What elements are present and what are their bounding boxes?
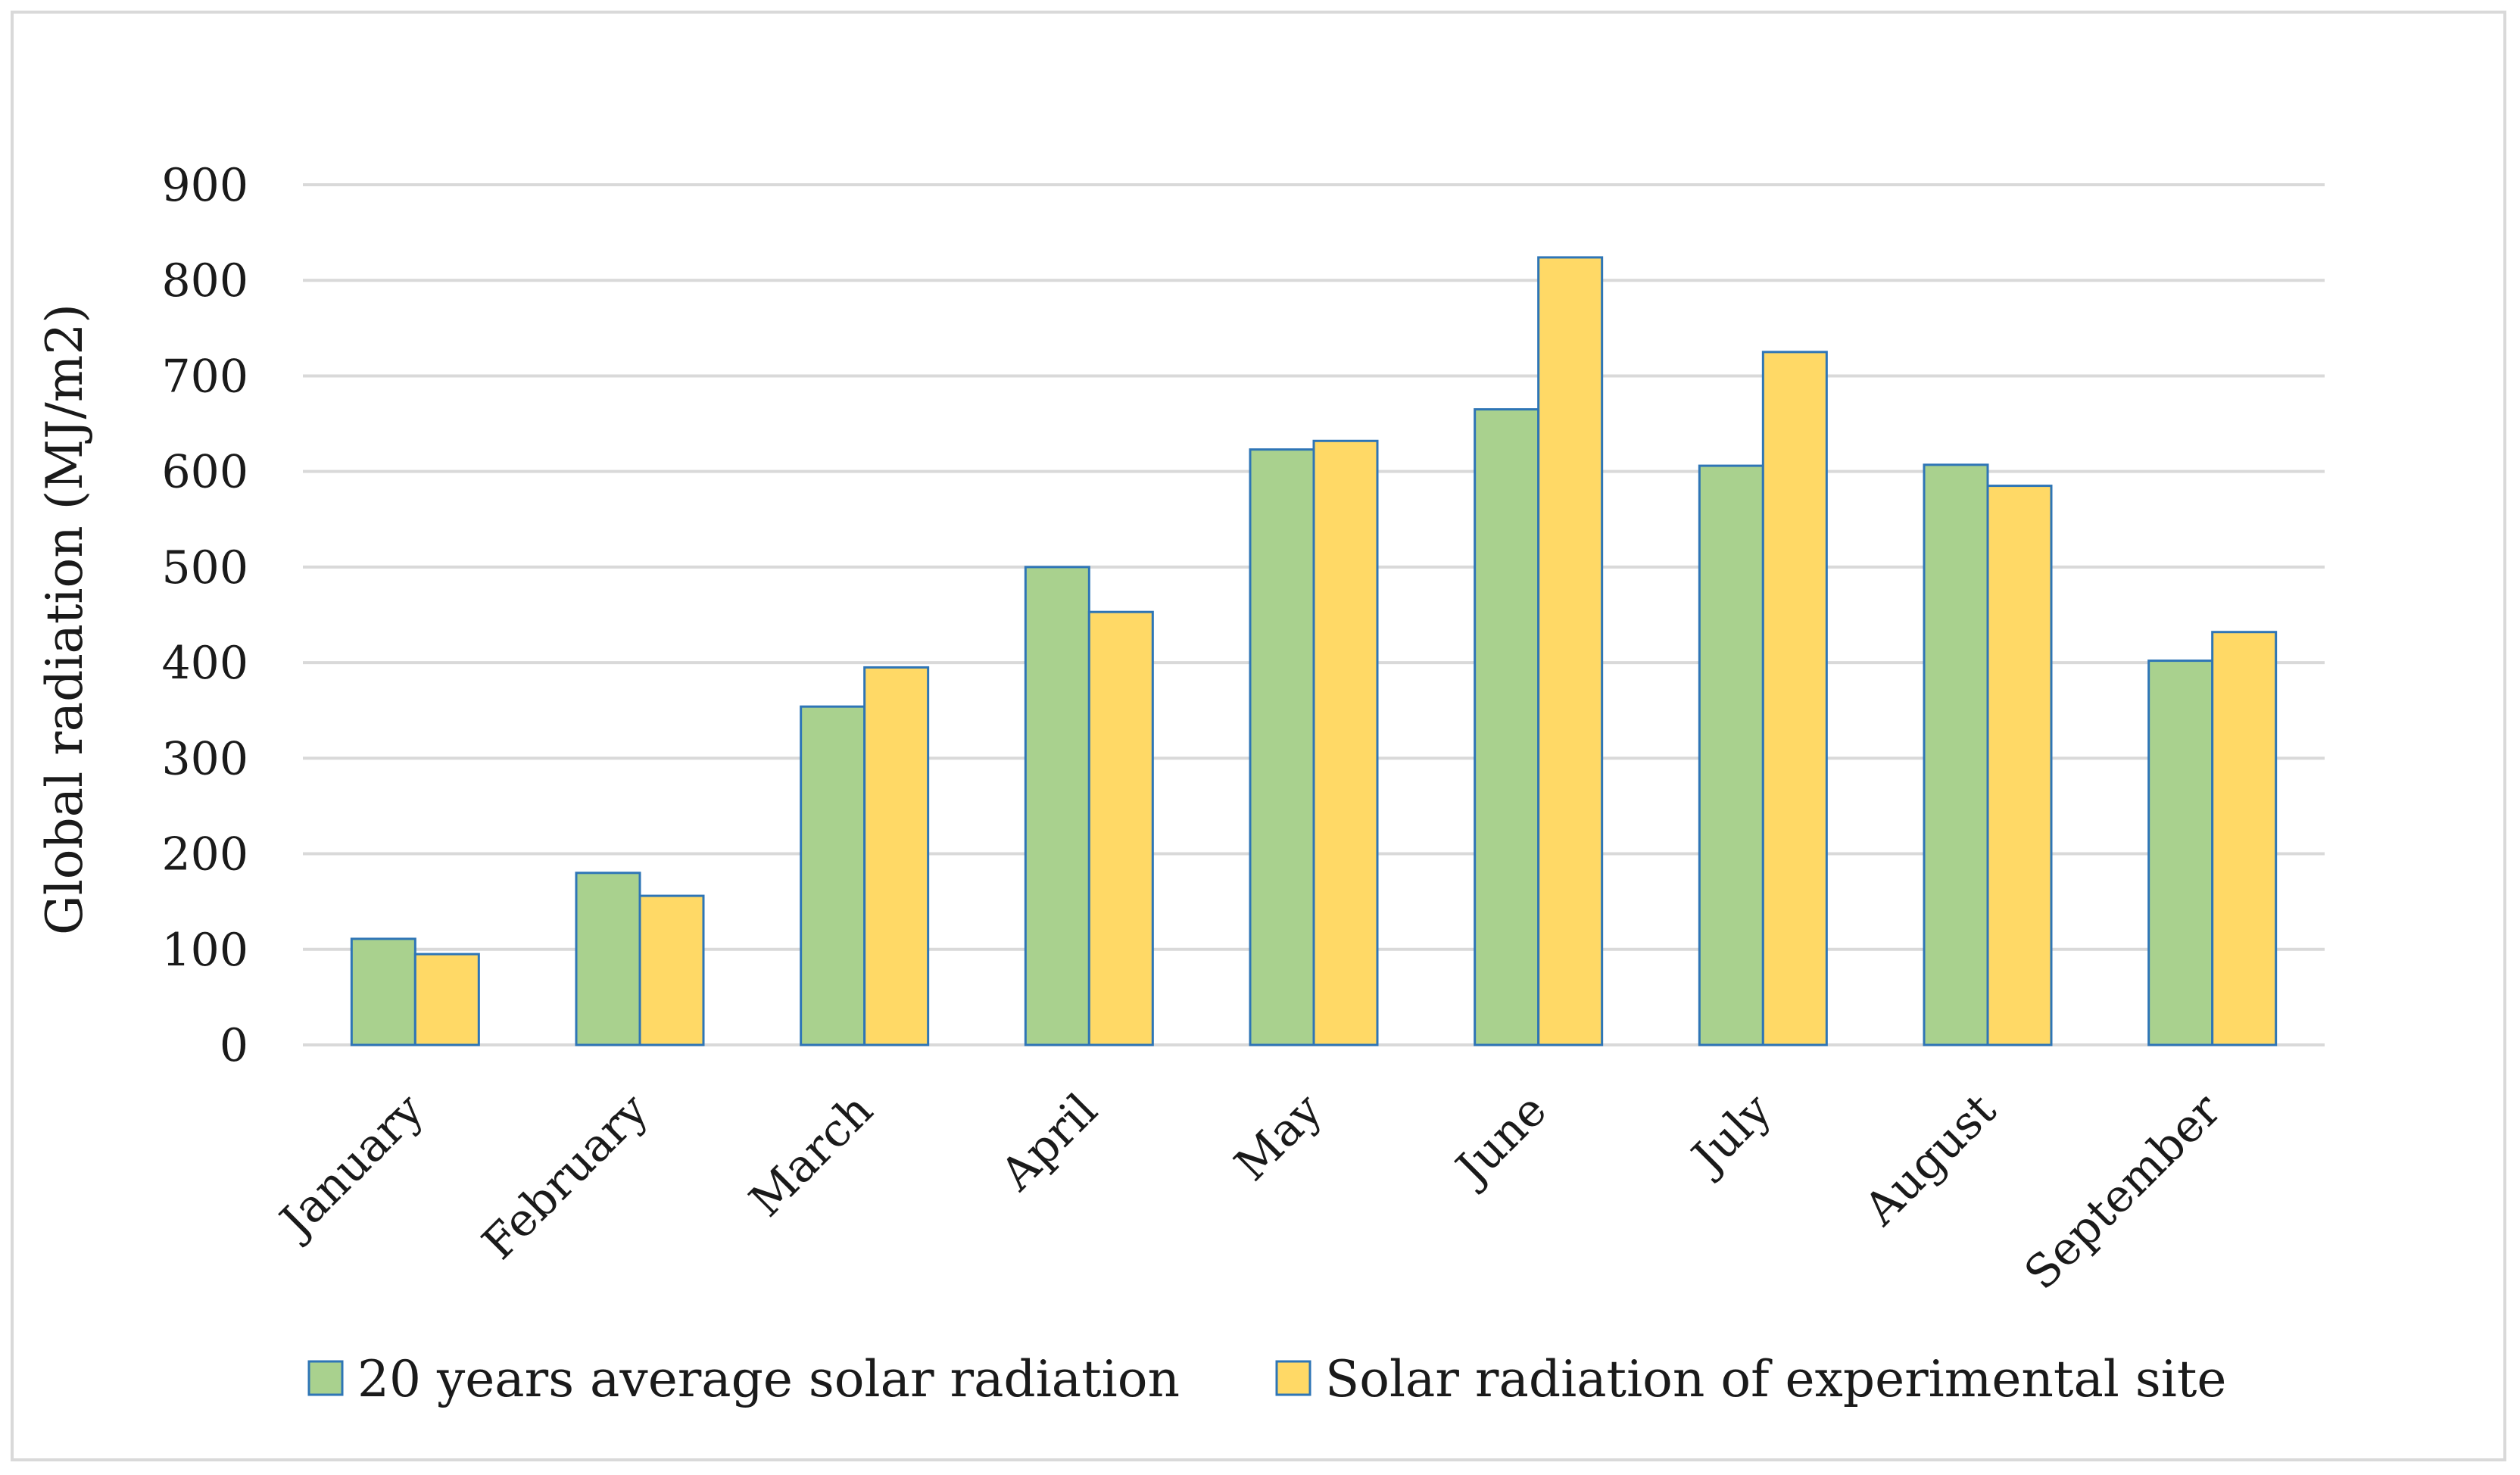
y-tick-label: 200: [161, 828, 248, 881]
y-tick-label: 900: [161, 159, 248, 212]
bar-site-july: [1761, 351, 1828, 1046]
x-axis-ticks: January February March April May June July Augu…: [267, 1084, 2232, 1300]
y-tick-label: 300: [161, 732, 248, 785]
legend: 20 years average solar radiation Solar ra…: [307, 1350, 2226, 1408]
bar-site-january: [413, 953, 480, 1046]
bar-site-february: [638, 894, 705, 1046]
y-axis-title: Global radiation (MJ/m2): [36, 304, 94, 935]
x-tick-label: May: [1224, 1084, 1332, 1191]
bar-average-june: [1474, 408, 1540, 1046]
y-axis-ticks: 0 100 200 300 400 500 600 700 800 900: [161, 159, 248, 1072]
bar-average-january: [350, 937, 416, 1046]
y-tick-label: 100: [161, 924, 248, 977]
x-tick-label: July: [1679, 1084, 1782, 1187]
y-tick-label: 800: [161, 254, 248, 307]
x-tick-label: August: [1854, 1084, 2006, 1236]
x-tick-label: June: [1443, 1084, 1558, 1198]
bars: [350, 256, 2278, 1046]
legend-label-site: Solar radiation of experimental site: [1325, 1350, 2226, 1408]
x-tick-label: March: [740, 1084, 884, 1227]
bar-site-april: [1087, 610, 1154, 1046]
legend-swatch-site: [1275, 1360, 1311, 1396]
bar-average-april: [1024, 566, 1090, 1046]
bar-average-august: [1923, 463, 1989, 1046]
bar-average-may: [1249, 448, 1315, 1046]
x-tick-label: January: [267, 1084, 434, 1250]
bar-site-may: [1312, 439, 1379, 1046]
y-tick-label: 700: [161, 350, 248, 403]
bar-average-february: [575, 872, 641, 1046]
y-tick-label: 400: [161, 637, 248, 690]
bar-average-july: [1698, 464, 1764, 1046]
x-tick-label: April: [990, 1084, 1108, 1201]
bar-site-march: [863, 666, 930, 1046]
y-tick-label: 600: [161, 446, 248, 499]
bar-site-june: [1537, 256, 1604, 1046]
x-tick-label: September: [2015, 1084, 2232, 1300]
bar-site-august: [1986, 485, 2053, 1046]
y-tick-label: 0: [220, 1019, 248, 1072]
legend-swatch-average: [307, 1360, 344, 1396]
x-tick-label: February: [472, 1084, 659, 1270]
bar-average-march: [800, 705, 866, 1046]
bar-average-september: [2147, 660, 2214, 1046]
bar-site-september: [2211, 631, 2278, 1046]
legend-label-average: 20 years average solar radiation: [357, 1350, 1180, 1408]
y-tick-label: 500: [161, 541, 248, 594]
